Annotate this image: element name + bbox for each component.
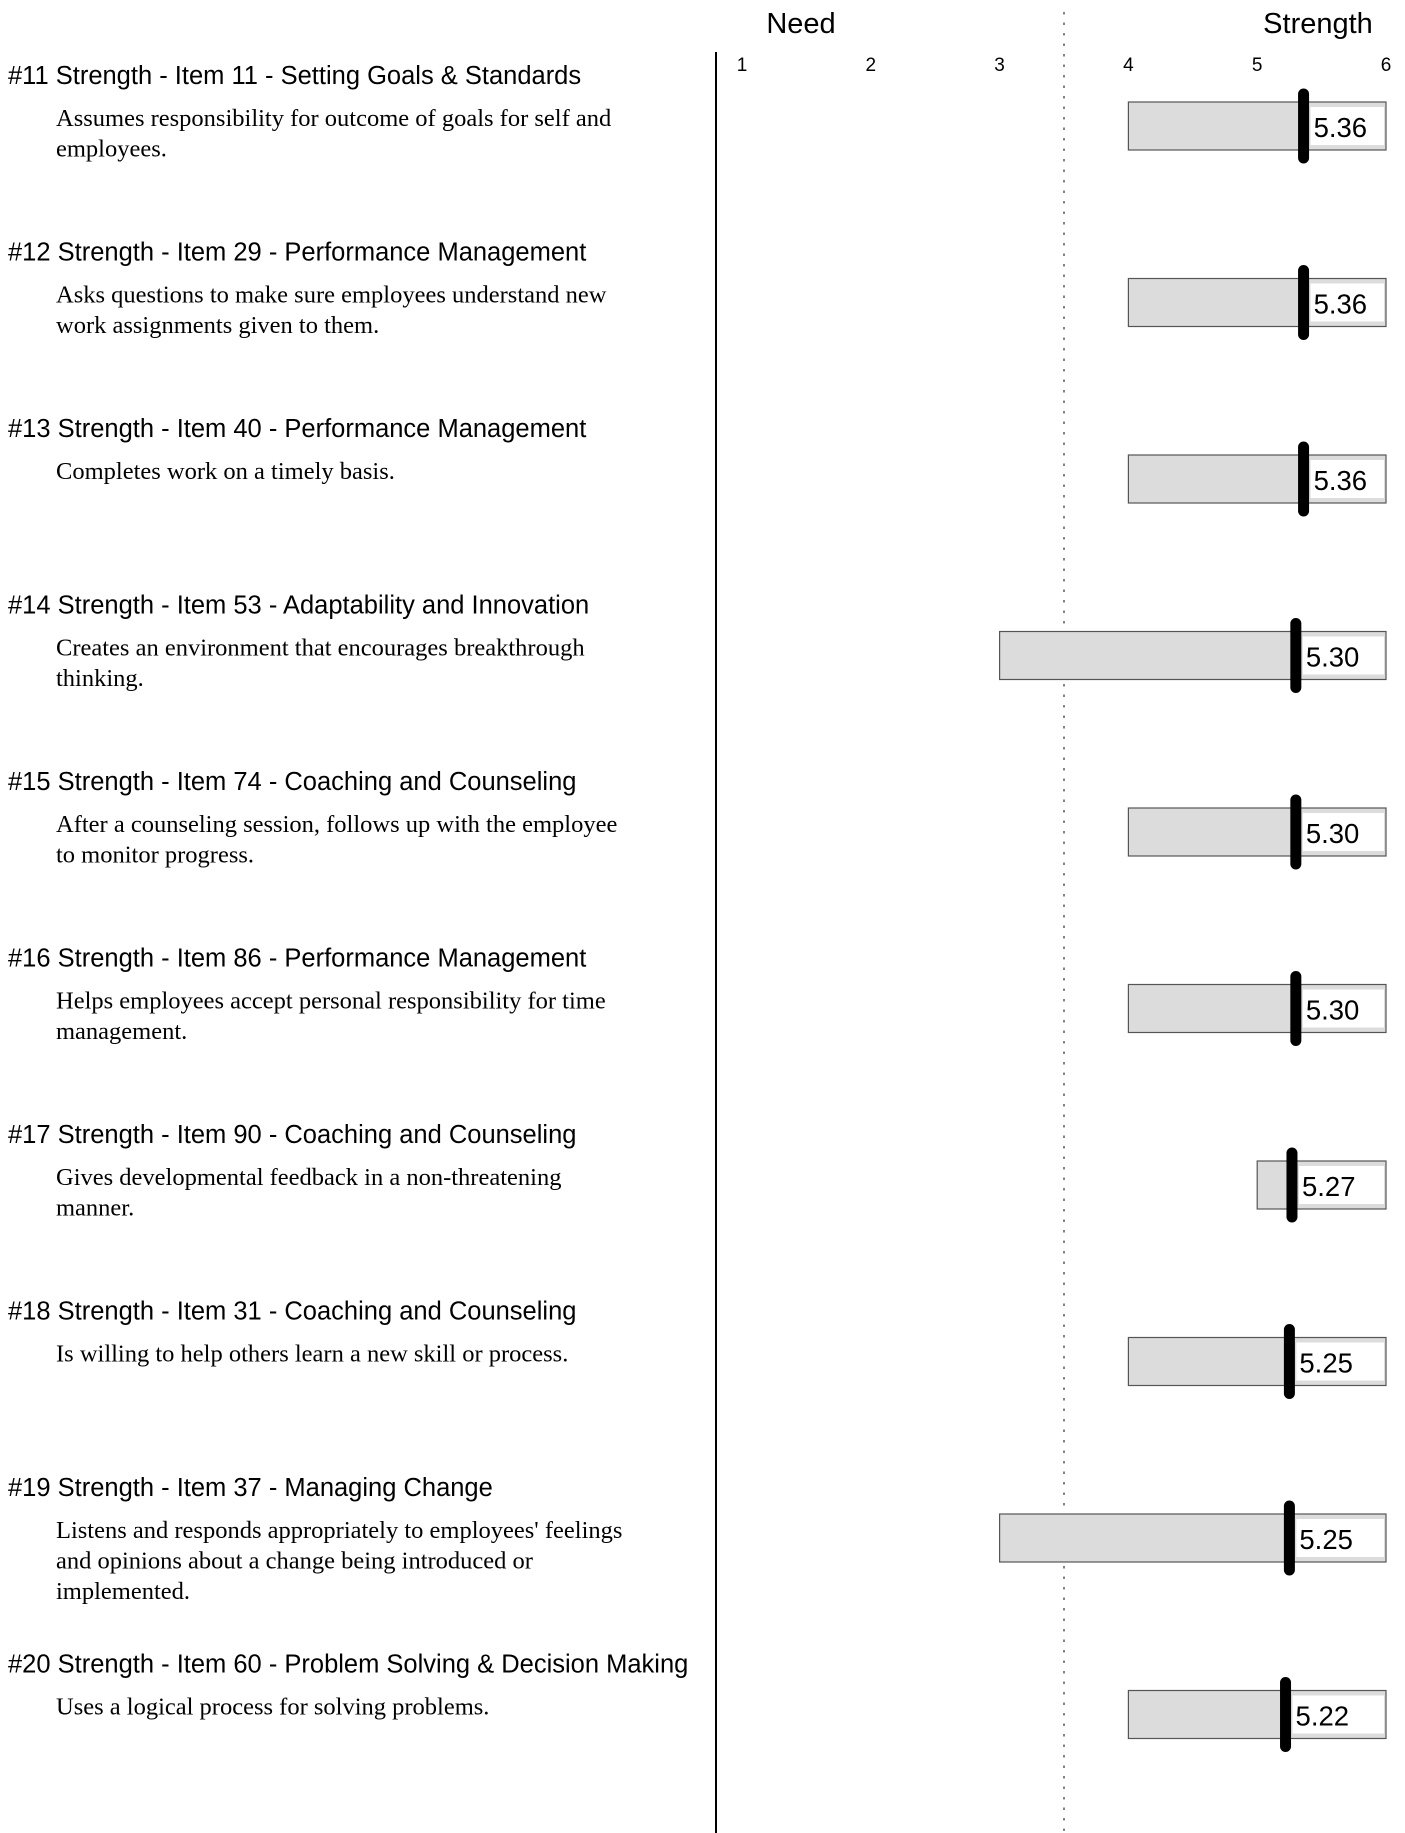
- item-row: #14 Strength - Item 53 - Adaptability an…: [8, 592, 1387, 693]
- item-title: #15 Strength - Item 74 - Coaching and Co…: [8, 768, 576, 796]
- item-title: #14 Strength - Item 53 - Adaptability an…: [8, 592, 589, 620]
- item-description: Helps employees accept personal responsi…: [56, 988, 606, 1015]
- tick-label: 4: [1123, 55, 1134, 76]
- tick-label: 6: [1381, 55, 1392, 76]
- value-label-box: [1296, 1519, 1384, 1557]
- value-label: 5.30: [1306, 995, 1360, 1026]
- tick-label: 1: [737, 55, 748, 76]
- item-description: Completes work on a timely basis.: [56, 458, 395, 485]
- item-row: #19 Strength - Item 37 - Managing Change…: [8, 1474, 1387, 1605]
- item-description: to monitor progress.: [56, 842, 254, 869]
- tick-label: 3: [994, 55, 1005, 76]
- value-label-box: [1298, 1166, 1384, 1204]
- items: #11 Strength - Item 11 - Setting Goals &…: [8, 62, 1387, 1752]
- value-label: 5.30: [1306, 818, 1360, 849]
- value-label: 5.27: [1302, 1171, 1356, 1202]
- item-description: Uses a logical process for solving probl…: [56, 1694, 489, 1721]
- value-label: 5.36: [1314, 465, 1368, 496]
- value-label-box: [1310, 107, 1384, 145]
- axes: 1 2 3 4 5 6: [715, 12, 1392, 1833]
- item-row: #11 Strength - Item 11 - Setting Goals &…: [8, 62, 1387, 164]
- item-description: Listens and responds appropriately to em…: [56, 1517, 622, 1544]
- value-label-box: [1310, 460, 1384, 498]
- item-row: #15 Strength - Item 74 - Coaching and Co…: [8, 768, 1387, 870]
- value-label: 5.22: [1296, 1701, 1350, 1732]
- item-description: Is willing to help others learn a new sk…: [56, 1341, 568, 1368]
- value-label: 5.30: [1306, 642, 1360, 673]
- item-title: #13 Strength - Item 40 - Performance Man…: [8, 415, 586, 443]
- item-description: and opinions about a change being introd…: [56, 1548, 533, 1575]
- value-label: 5.25: [1299, 1348, 1353, 1379]
- value-label-box: [1292, 1695, 1384, 1734]
- item-description: Assumes responsibility for outcome of go…: [56, 105, 611, 132]
- item-row: #18 Strength - Item 31 - Coaching and Co…: [8, 1298, 1387, 1399]
- value-label-box: [1296, 1342, 1384, 1381]
- item-title: #20 Strength - Item 60 - Problem Solving…: [8, 1651, 688, 1679]
- item-description: implemented.: [56, 1578, 190, 1605]
- need-header: Need: [766, 8, 835, 40]
- value-label: 5.36: [1314, 289, 1368, 320]
- item-title: #12 Strength - Item 29 - Performance Man…: [8, 239, 586, 267]
- value-label: 5.25: [1299, 1524, 1353, 1555]
- item-title: #17 Strength - Item 90 - Coaching and Co…: [8, 1121, 576, 1149]
- item-row: #12 Strength - Item 29 - Performance Man…: [8, 239, 1387, 340]
- item-row: #13 Strength - Item 40 - Performance Man…: [8, 415, 1387, 517]
- tick-label: 5: [1252, 55, 1263, 76]
- item-description: employees.: [56, 136, 167, 163]
- item-title: #18 Strength - Item 31 - Coaching and Co…: [8, 1298, 576, 1326]
- item-title: #16 Strength - Item 86 - Performance Man…: [8, 945, 586, 973]
- value-label-box: [1302, 813, 1384, 851]
- item-description: Gives developmental feedback in a non-th…: [56, 1164, 561, 1191]
- item-row: #20 Strength - Item 60 - Problem Solving…: [8, 1651, 1387, 1752]
- value-label: 5.36: [1314, 112, 1368, 143]
- tick-label: 2: [866, 55, 877, 76]
- value-label-box: [1302, 636, 1384, 675]
- value-label-box: [1302, 989, 1384, 1028]
- item-title: #19 Strength - Item 37 - Managing Change: [8, 1474, 493, 1502]
- value-label-box: [1310, 283, 1384, 322]
- item-description: management.: [56, 1018, 187, 1045]
- item-row: #17 Strength - Item 90 - Coaching and Co…: [8, 1121, 1387, 1223]
- item-description: thinking.: [56, 665, 144, 692]
- item-description: work assignments given to them.: [56, 312, 379, 339]
- item-description: Creates an environment that encourages b…: [56, 635, 585, 662]
- strength-header: Strength: [1263, 8, 1373, 40]
- item-description: Asks questions to make sure employees un…: [56, 282, 607, 309]
- item-description: After a counseling session, follows up w…: [56, 811, 617, 838]
- item-description: manner.: [56, 1195, 134, 1222]
- item-title: #11 Strength - Item 11 - Setting Goals &…: [8, 62, 581, 90]
- item-row: #16 Strength - Item 86 - Performance Man…: [8, 945, 1387, 1046]
